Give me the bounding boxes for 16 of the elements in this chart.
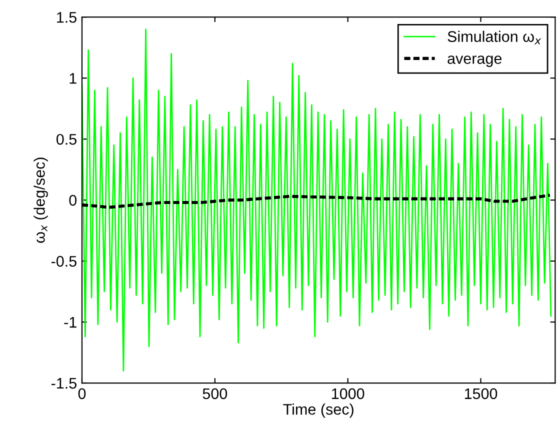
x-tick-label: 500 <box>202 388 228 400</box>
y-axis-title: ω$_{x}$ (deg/sec) <box>34 158 48 243</box>
y-tick-label: 1 <box>70 73 76 84</box>
y-tick-label: 0 <box>69 194 77 206</box>
x-tick-label: 1500 <box>464 388 498 400</box>
y-tick-label: -0.5 <box>51 256 76 267</box>
x-tick-label: 1000 <box>332 388 364 400</box>
legend-label: Simulation ω$_{x}$ <box>448 30 542 44</box>
y-tick-label: 0.5 <box>56 134 76 145</box>
y-tick-label: 1.5 <box>57 12 76 23</box>
y-tick-label: -1.5 <box>51 378 76 389</box>
x-tick-label: 0 <box>78 388 86 400</box>
x-axis-title: Time (sec) <box>283 404 354 418</box>
y-tick-label: -1 <box>64 317 76 328</box>
line-series <box>82 28 552 372</box>
legend-label: average <box>448 56 502 67</box>
